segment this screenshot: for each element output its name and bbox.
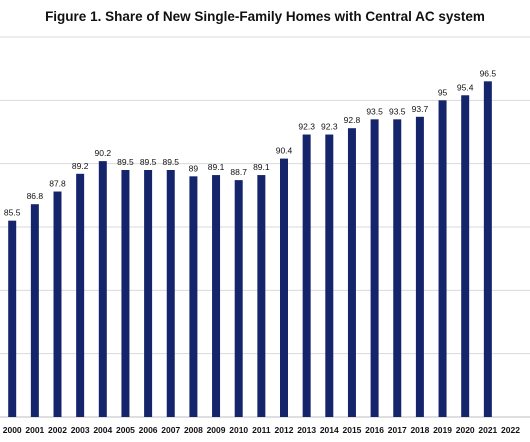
bar-2005 <box>121 170 130 417</box>
value-label-2012: 90.4 <box>276 146 293 156</box>
value-label-2018: 93.7 <box>412 104 429 114</box>
value-label-2011: 89.1 <box>253 162 270 172</box>
value-label-2004: 90.2 <box>95 148 112 158</box>
x-tick-2016: 2016 <box>365 425 384 435</box>
x-tick-2007: 2007 <box>161 425 180 435</box>
value-label-2009: 89.1 <box>208 162 225 172</box>
value-label-2020: 95.4 <box>457 82 474 92</box>
x-tick-2014: 2014 <box>320 425 339 435</box>
value-label-2017: 93.5 <box>389 106 406 116</box>
value-label-2016: 93.5 <box>366 106 383 116</box>
bar-2004 <box>98 161 107 417</box>
x-tick-2021: 2021 <box>478 425 497 435</box>
value-label-2010: 88.7 <box>230 167 247 177</box>
value-label-2005: 89.5 <box>117 157 134 167</box>
x-tick-2002: 2002 <box>48 425 67 435</box>
value-label-2003: 89.2 <box>72 161 89 171</box>
value-label-2014: 92.3 <box>321 122 338 132</box>
value-labels: 85.5 86.8 87.8 89.2 90.2 89.5 89.5 89.5 89 89.1 88… <box>4 68 496 217</box>
chart-title: Figure 1. Share of New Single-Family Hom… <box>45 9 485 24</box>
bar-2014 <box>325 134 334 417</box>
x-tick-2006: 2006 <box>139 425 158 435</box>
value-label-2008: 89 <box>189 163 199 173</box>
x-tick-2022: 2022 <box>501 425 520 435</box>
value-label-2013: 92.3 <box>298 122 315 132</box>
bar-2016 <box>370 119 379 417</box>
x-tick-2018: 2018 <box>410 425 429 435</box>
bar-2012 <box>280 158 288 417</box>
bar-2017 <box>393 119 402 417</box>
value-label-2001: 86.8 <box>27 191 44 201</box>
bar-2008 <box>189 176 198 417</box>
value-label-2021: 96.5 <box>480 68 497 78</box>
bar-2007 <box>166 170 175 417</box>
bar-2021 <box>483 81 492 417</box>
bar-2010 <box>234 180 243 417</box>
bar-2019 <box>438 100 447 417</box>
bar-2001 <box>30 204 39 417</box>
x-tick-2017: 2017 <box>388 425 407 435</box>
bar-2009 <box>212 175 221 417</box>
x-tick-2010: 2010 <box>229 425 248 435</box>
bar-2018 <box>415 116 424 418</box>
bar-2020 <box>461 95 470 418</box>
bar-2002 <box>53 191 62 417</box>
x-tick-2009: 2009 <box>207 425 226 435</box>
x-tick-2013: 2013 <box>297 425 316 435</box>
bar-2013 <box>302 134 311 417</box>
value-label-2015: 92.8 <box>344 115 361 125</box>
bars <box>8 81 492 418</box>
value-label-2007: 89.5 <box>162 157 179 167</box>
value-label-2019: 95 <box>438 87 448 97</box>
bar-2000 <box>8 220 17 417</box>
x-tick-2004: 2004 <box>93 425 112 435</box>
value-label-2006: 89.5 <box>140 157 157 167</box>
x-tick-2003: 2003 <box>71 425 90 435</box>
x-tick-2008: 2008 <box>184 425 203 435</box>
value-label-2000: 85.5 <box>4 208 21 218</box>
bar-2011 <box>257 175 266 417</box>
x-tick-2011: 2011 <box>252 425 271 435</box>
x-tick-2005: 2005 <box>116 425 135 435</box>
x-tick-2015: 2015 <box>342 425 361 435</box>
bar-2015 <box>347 128 356 417</box>
x-tick-2001: 2001 <box>25 425 44 435</box>
x-tick-2012: 2012 <box>275 425 294 435</box>
value-label-2002: 87.8 <box>49 179 66 189</box>
bar-2006 <box>144 170 153 417</box>
x-tick-2000: 2000 <box>3 425 22 435</box>
x-tick-labels: 2000 2001 2002 2003 2004 2005 2006 2007 2008 2009… <box>3 425 520 435</box>
bar-2003 <box>76 173 85 417</box>
x-tick-2020: 2020 <box>456 425 475 435</box>
x-tick-2019: 2019 <box>433 425 452 435</box>
